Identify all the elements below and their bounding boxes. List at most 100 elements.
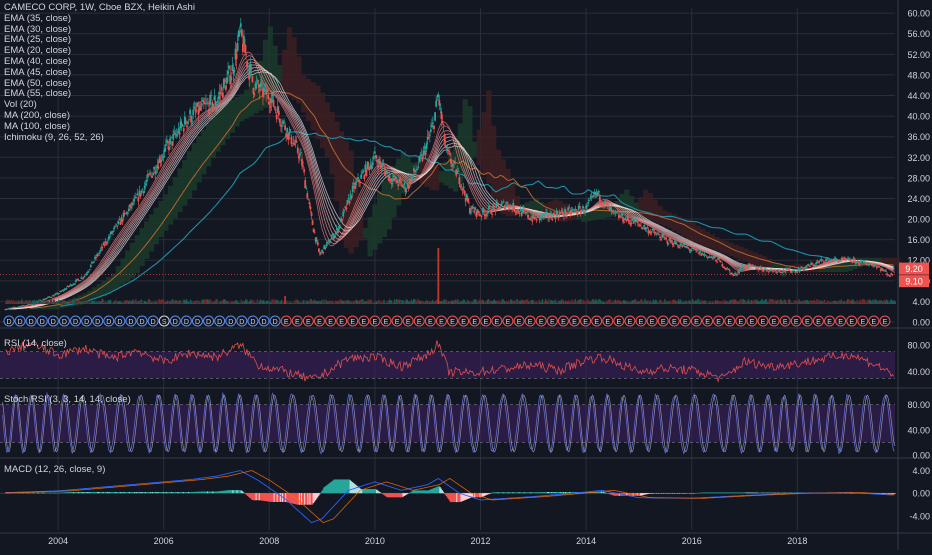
volume-bar (693, 301, 696, 304)
volume-bar (413, 299, 416, 304)
candle-body (780, 272, 783, 274)
cloud-segment (358, 208, 364, 241)
event-marker: E (469, 315, 481, 327)
volume-bar (372, 302, 375, 304)
cloud-segment (348, 150, 354, 254)
volume-bar (776, 300, 778, 304)
macd-histogram-bar (323, 487, 325, 494)
candle-body (578, 206, 581, 208)
candle-body (112, 230, 114, 233)
candle-body (202, 101, 205, 104)
candle-body (170, 136, 172, 138)
event-letter: D (18, 319, 23, 326)
candle-body (708, 256, 711, 258)
cloud-segment (472, 141, 478, 157)
candle-body (206, 102, 208, 104)
candle-body (379, 161, 382, 164)
candle-body (579, 210, 582, 214)
volume-bar (888, 302, 890, 304)
volume-bar (876, 302, 878, 304)
candle-body (646, 227, 649, 229)
volume-bar (352, 300, 355, 304)
rsi-pane-label[interactable]: RSI (14, close) (4, 338, 67, 349)
volume-bar (250, 299, 252, 304)
macd-histogram-bar (270, 493, 272, 502)
candle-body (199, 107, 202, 110)
cloud-segment (334, 121, 340, 202)
cloud-segment (120, 258, 126, 285)
volume-bar (132, 299, 134, 304)
volume-bar (300, 301, 303, 304)
candle-body (311, 220, 314, 225)
macd-histogram-bar (203, 491, 206, 494)
candle-body (789, 268, 791, 270)
macd-histogram-bar (123, 492, 126, 494)
macd-histogram-bar (157, 492, 159, 494)
volume-bar (619, 300, 622, 304)
candle-body (27, 304, 30, 305)
macd-histogram-bar (358, 487, 360, 494)
candle-body (542, 215, 545, 218)
macd-histogram-bar (522, 492, 525, 494)
stoch-rsi-pane-label[interactable]: Stoch RSI (3, 3, 14, 14, close) (4, 394, 131, 405)
macd-histogram-bar (852, 493, 854, 494)
candle-body (64, 289, 67, 291)
macd-histogram-bar (425, 490, 428, 494)
macd-histogram-bar (208, 491, 210, 494)
macd-histogram-bar (111, 492, 114, 494)
candle-body (724, 268, 727, 269)
macd-histogram-bar (266, 493, 268, 502)
cloud-segment (467, 106, 473, 168)
macd-histogram-bar (405, 493, 408, 495)
candle-body (365, 170, 368, 177)
volume-bar (116, 302, 118, 304)
volume-bar (634, 299, 637, 304)
macd-histogram-bar (788, 492, 791, 494)
candle-body (803, 267, 806, 269)
volume-bar (576, 301, 579, 304)
candle-body (158, 157, 161, 163)
macd-histogram-bar (439, 487, 441, 494)
candle-body (809, 266, 811, 267)
macd-histogram-bar (241, 491, 244, 494)
event-circle (247, 315, 259, 327)
volume-bar (47, 300, 49, 304)
macd-pane-label[interactable]: MACD (12, 26, close, 9) (4, 464, 106, 475)
volume-bar (717, 300, 719, 304)
cloud-segment (576, 211, 582, 220)
macd-histogram-bar (729, 492, 732, 494)
volume-bar (475, 299, 477, 304)
cloud-segment (82, 293, 88, 304)
volume-bar (172, 299, 174, 304)
candle-body (644, 227, 647, 230)
volume-bar (434, 301, 436, 304)
candle-body (686, 246, 689, 248)
macd-histogram-bar (560, 492, 563, 494)
last-price-label: 9.20 (905, 264, 923, 274)
event-marker: E (313, 315, 325, 327)
volume-bar (299, 302, 302, 304)
volume-bar (254, 302, 256, 304)
volume-bar (720, 300, 722, 304)
volume-bar (479, 299, 481, 304)
volume-bar (736, 301, 738, 304)
volume-bar (534, 302, 536, 304)
volume-bar (407, 301, 410, 304)
volume-bar (424, 302, 426, 304)
macd-histogram-bar (487, 493, 490, 495)
volume-bar (456, 301, 458, 304)
candle-body (616, 212, 619, 214)
volume-bar (529, 301, 531, 304)
candle-body (516, 209, 519, 211)
candle-body (165, 140, 168, 143)
volume-bar (703, 301, 705, 304)
volume-bar (148, 299, 151, 304)
event-marker: E (613, 315, 625, 327)
volume-bar (271, 299, 273, 304)
macd-histogram-bar (711, 492, 714, 494)
candle-body (250, 66, 253, 70)
volume-bar (409, 301, 412, 304)
